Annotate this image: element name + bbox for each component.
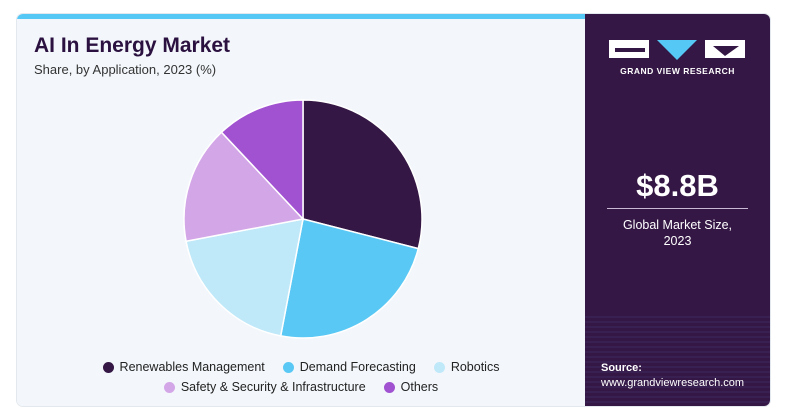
source-url[interactable]: www.grandviewresearch.com xyxy=(601,377,745,389)
chart-subtitle: Share, by Application, 2023 (%) xyxy=(34,62,217,77)
legend-item-renewables-management: Renewables Management xyxy=(102,360,265,374)
legend-swatch xyxy=(282,361,294,373)
pie-slice-renewables-management xyxy=(302,99,423,250)
chart-title: AI In Energy Market xyxy=(34,34,231,57)
legend-label: Others xyxy=(400,380,439,394)
accent-bar xyxy=(17,14,585,19)
legend-swatch xyxy=(102,361,114,373)
decorative-stripes xyxy=(585,316,770,406)
legend-swatch xyxy=(433,361,445,373)
legend-label: Demand Forecasting xyxy=(299,360,416,374)
legend-swatch xyxy=(163,381,175,393)
legend-item-robotics: Robotics xyxy=(433,360,500,374)
grand-view-research-logo-icon xyxy=(609,40,745,60)
market-label-line-2: 2023 xyxy=(663,234,692,248)
legend-item-others: Others xyxy=(383,380,439,394)
info-sidebar: GRAND VIEW RESEARCH $8.8B Global Market … xyxy=(585,14,770,406)
legend-label: Safety & Security & Infrastructure xyxy=(180,380,366,394)
pie-slice-others xyxy=(220,99,304,221)
pie-slice-safety-security-infrastructure xyxy=(183,131,305,243)
source-label: Source: xyxy=(601,362,642,374)
market-size-label: Global Market Size, 2023 xyxy=(585,217,770,249)
infographic-card: AI In Energy Market Share, by Applicatio… xyxy=(17,14,770,406)
legend-swatch xyxy=(383,381,395,393)
market-size-value: $8.8B xyxy=(636,168,719,203)
legend-row-2: Safety & Security & Infrastructure Other… xyxy=(17,377,585,397)
legend-item-demand-forecasting: Demand Forecasting xyxy=(282,360,416,374)
legend-item-safety-security-infrastructure: Safety & Security & Infrastructure xyxy=(163,380,366,394)
chart-panel: AI In Energy Market Share, by Applicatio… xyxy=(17,14,585,406)
legend: Renewables Management Demand Forecasting… xyxy=(17,357,585,397)
divider xyxy=(607,208,748,209)
legend-label: Renewables Management xyxy=(119,360,265,374)
pie-slice-demand-forecasting xyxy=(279,218,420,339)
brand-name: GRAND VIEW RESEARCH xyxy=(620,66,735,76)
pie-slice-robotics xyxy=(185,218,304,337)
pie-chart xyxy=(183,99,423,339)
legend-label: Robotics xyxy=(450,360,500,374)
market-label-line-1: Global Market Size, xyxy=(622,218,733,232)
legend-row-1: Renewables Management Demand Forecasting… xyxy=(17,357,585,377)
